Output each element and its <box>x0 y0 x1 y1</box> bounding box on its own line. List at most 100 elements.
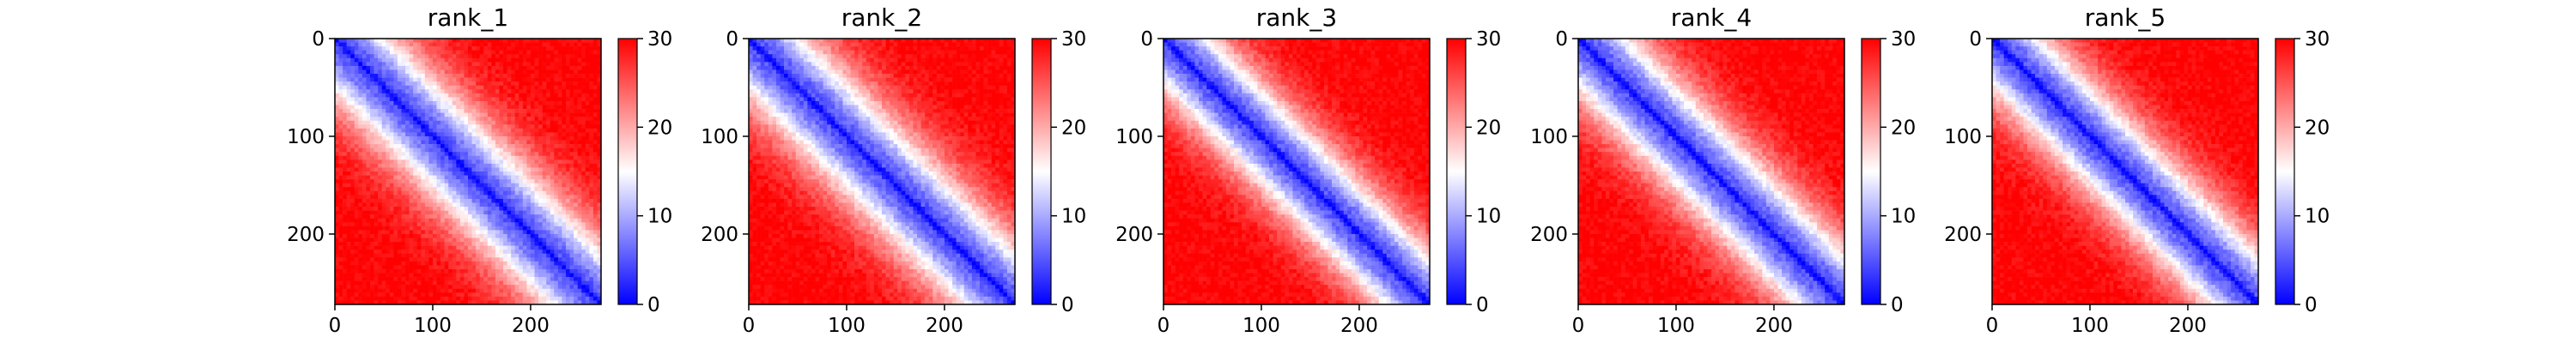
heatmap-cell <box>354 292 359 298</box>
heatmap-cell <box>574 233 578 238</box>
heatmap-cell <box>338 261 343 266</box>
heatmap-cell <box>424 207 429 211</box>
heatmap-cell <box>448 190 453 196</box>
heatmap-cell <box>592 300 598 305</box>
heatmap-cell <box>522 112 527 117</box>
heatmap-cell <box>386 218 391 223</box>
heatmap-cell <box>476 242 480 246</box>
heatmap-cell <box>530 253 535 258</box>
heatmap-cell <box>424 245 429 250</box>
heatmap-cell <box>350 265 355 270</box>
heatmap-cell <box>389 202 394 208</box>
heatmap-cell <box>421 65 426 70</box>
heatmap-cell <box>436 257 441 262</box>
heatmap-cell <box>436 93 441 98</box>
heatmap-cell <box>581 202 586 208</box>
heatmap-cell <box>428 195 434 200</box>
heatmap-cell <box>562 105 567 110</box>
heatmap-cell <box>550 198 555 203</box>
heatmap-cell <box>901 39 906 43</box>
heatmap-cell <box>858 46 863 51</box>
heatmap-cell <box>592 172 598 176</box>
heatmap-cell <box>416 65 422 70</box>
heatmap-cell <box>503 210 507 215</box>
heatmap-cell <box>487 69 492 75</box>
heatmap-cell <box>444 128 449 133</box>
heatmap-cell <box>592 42 598 47</box>
heatmap-cell <box>459 172 465 176</box>
heatmap-cell <box>546 120 551 125</box>
heatmap-cell <box>499 100 504 105</box>
heatmap-cell <box>370 100 374 105</box>
heatmap-cell <box>468 112 472 117</box>
heatmap-cell <box>526 85 532 90</box>
heatmap-cell <box>830 39 835 43</box>
heatmap-cell <box>562 198 567 203</box>
heatmap-cell <box>476 132 480 137</box>
heatmap-cell <box>574 172 578 176</box>
heatmap-cell <box>503 202 507 208</box>
heatmap-cell <box>421 230 426 235</box>
heatmap-cell <box>444 155 449 160</box>
heatmap-cell <box>444 210 449 215</box>
heatmap-cell <box>370 261 374 266</box>
heatmap-cell <box>424 100 429 105</box>
heatmap-cell <box>944 39 949 43</box>
heatmap-cell <box>585 62 590 67</box>
heatmap-cell <box>432 93 437 98</box>
heatmap-cells <box>749 39 1016 305</box>
heatmap-cell <box>749 42 753 47</box>
heatmap-cell <box>519 74 524 78</box>
heatmap-cell <box>811 46 816 51</box>
heatmap-cell <box>389 81 394 87</box>
heatmap-cell <box>585 85 590 90</box>
heatmap-cell <box>565 280 570 286</box>
heatmap-cell <box>421 288 426 293</box>
heatmap-cell <box>577 163 582 168</box>
heatmap-cell <box>507 54 512 59</box>
heatmap-cell <box>448 300 453 305</box>
heatmap-cell <box>428 65 434 70</box>
heatmap-cell <box>562 155 567 160</box>
heatmap-cell <box>358 190 363 196</box>
heatmap-cell <box>581 124 586 129</box>
heatmap-cell <box>335 277 339 281</box>
heatmap-cell <box>514 159 519 165</box>
heatmap-cell <box>557 218 562 223</box>
heatmap-cell <box>468 175 472 180</box>
heatmap-cell <box>428 69 434 75</box>
heatmap-cell <box>971 50 976 55</box>
heatmap-cell <box>346 128 351 133</box>
heatmap-cell <box>557 238 562 243</box>
heatmap-cell <box>574 109 578 113</box>
heatmap-cell <box>483 210 489 215</box>
heatmap-cell <box>503 69 507 75</box>
heatmap-cell <box>479 292 484 298</box>
heatmap-cell <box>577 172 582 176</box>
heatmap-cell <box>448 163 453 168</box>
heatmap-cell <box>835 39 840 43</box>
heatmap-cell <box>538 144 543 148</box>
heatmap-cell <box>338 273 343 278</box>
heatmap-cell <box>335 144 339 148</box>
heatmap-cell <box>405 132 410 137</box>
heatmap-cell <box>546 292 551 298</box>
heatmap-cell <box>358 277 363 281</box>
heatmap-cell <box>366 81 371 87</box>
heatmap-cell <box>483 280 489 286</box>
axes-frame <box>334 38 602 305</box>
heatmap-cell <box>577 147 582 153</box>
heatmap-cell <box>354 69 359 75</box>
heatmap-cell <box>483 230 489 235</box>
heatmap-cell <box>409 230 414 235</box>
heatmap-cell <box>530 222 535 227</box>
heatmap-cell <box>335 183 339 188</box>
heatmap-cell <box>574 250 578 255</box>
heatmap-cell <box>343 147 347 153</box>
heatmap-cell <box>436 120 441 125</box>
heatmap-cell <box>503 144 507 148</box>
heatmap-cell <box>335 175 339 180</box>
heatmap-cell <box>979 50 984 55</box>
heatmap-cell <box>338 300 343 305</box>
heatmap-cell <box>479 280 484 286</box>
